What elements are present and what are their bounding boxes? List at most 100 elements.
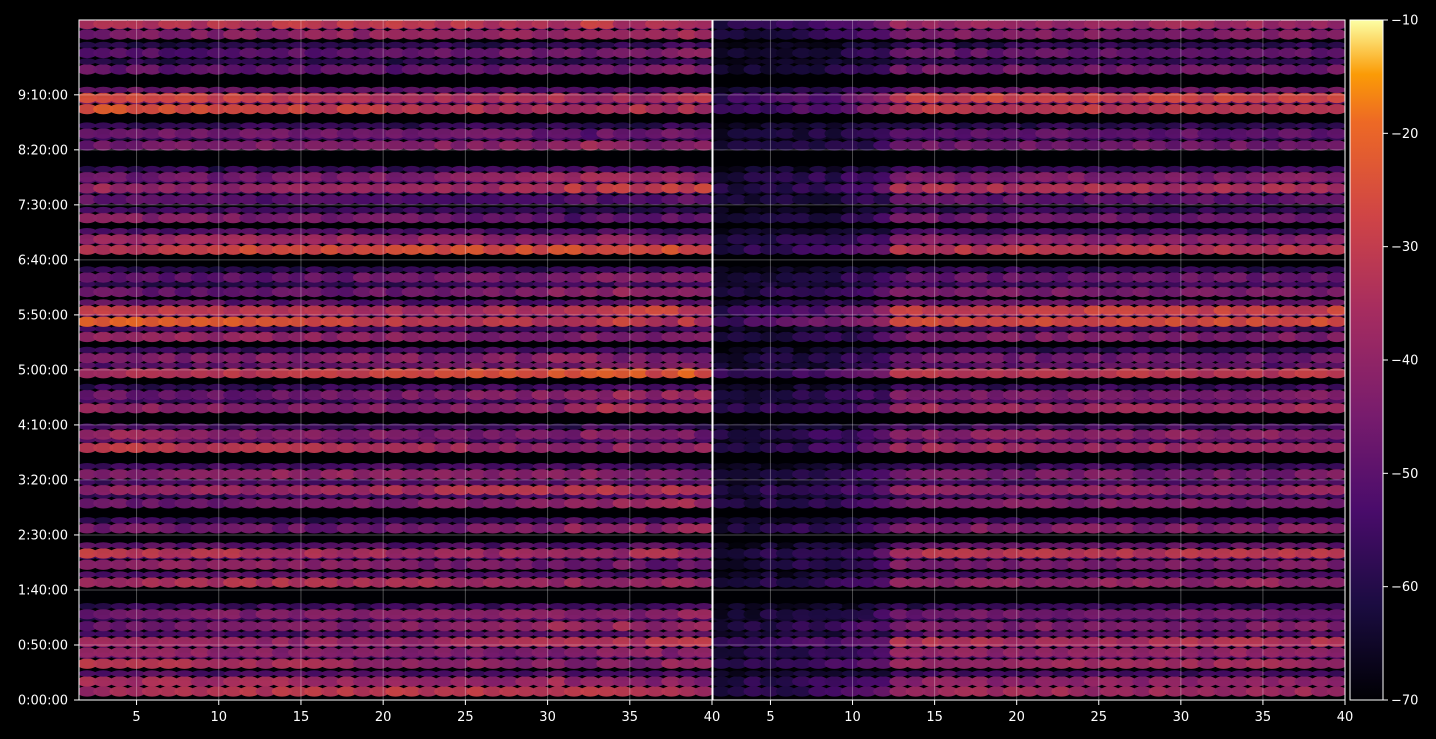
heatmap-cell (1164, 331, 1185, 343)
heatmap-cell (386, 41, 405, 49)
heatmap-cell (499, 272, 520, 283)
heatmap-cell (645, 469, 666, 480)
heatmap-cell (1328, 463, 1345, 470)
heatmap-cell (1311, 603, 1330, 610)
heatmap-cell (906, 517, 925, 524)
heatmap-cell (354, 478, 372, 486)
heatmap-cell (515, 128, 536, 139)
heatmap-cell (548, 478, 567, 486)
heatmap-cell (190, 244, 211, 255)
heatmap-cell (352, 64, 374, 75)
heatmap-cell (158, 286, 179, 298)
heatmap-cell (273, 670, 291, 677)
heatmap-cell (484, 299, 502, 306)
heatmap-cell (190, 128, 211, 139)
heatmap-cell (304, 484, 325, 496)
heatmap-cell (93, 442, 114, 453)
heatmap-cell (223, 442, 244, 453)
heatmap-cell (466, 128, 487, 139)
heatmap-cell (824, 686, 845, 697)
heatmap-cell (581, 13, 599, 19)
heatmap-cell (630, 299, 648, 306)
heatmap-cell (532, 423, 551, 430)
heatmap-cell (1101, 670, 1119, 677)
heatmap-cell (385, 20, 406, 30)
heatmap-cell (158, 498, 179, 509)
heatmap-cell (547, 128, 568, 139)
heatmap-cell (580, 658, 601, 669)
heatmap-cell (467, 86, 486, 94)
heatmap-cell (190, 548, 211, 559)
heatmap-cell (775, 442, 796, 453)
heatmap-cell (563, 609, 585, 620)
heatmap-cell (824, 559, 845, 570)
heatmap-cell (434, 20, 455, 30)
heatmap-cell (970, 389, 991, 401)
heatmap-cell (174, 498, 195, 509)
heatmap-cell (159, 542, 178, 549)
heatmap-cell (759, 658, 780, 669)
heatmap-cell (645, 636, 666, 648)
heatmap-cell (174, 352, 195, 364)
heatmap-cell (255, 272, 276, 283)
heatmap-cell (840, 429, 861, 440)
heatmap-cell (971, 603, 990, 610)
heatmap-cell (1278, 647, 1299, 658)
heatmap-cell (628, 194, 650, 205)
heatmap-cell (905, 331, 926, 343)
heatmap-cell (677, 469, 698, 480)
heatmap-cell (125, 523, 146, 534)
heatmap-cell (841, 630, 860, 638)
heatmap-cell (1020, 517, 1038, 524)
heatmap-cell (1051, 331, 1072, 343)
heatmap-cell (223, 212, 244, 224)
heatmap-cell (482, 498, 503, 509)
heatmap-cell (352, 548, 374, 559)
heatmap-cell (191, 346, 210, 354)
heatmap-cell (515, 647, 536, 658)
heatmap-cell (1116, 352, 1137, 364)
heatmap-cell (1294, 577, 1315, 588)
heatmap-cell (1132, 368, 1153, 379)
heatmap-cell (743, 523, 764, 534)
heatmap-cell (1262, 429, 1283, 440)
heatmap-cell (628, 609, 650, 620)
heatmap-cell (1083, 577, 1104, 588)
heatmap-cell (744, 383, 763, 391)
heatmap-cell (208, 299, 226, 306)
heatmap-cell (94, 362, 113, 369)
heatmap-cell (532, 206, 551, 214)
heatmap-cell (1213, 577, 1234, 588)
heatmap-cell (79, 670, 96, 677)
heatmap-cell (1036, 630, 1055, 638)
heatmap-cell (1230, 325, 1249, 333)
heatmap-cell (955, 362, 974, 369)
heatmap-cell (305, 603, 324, 610)
heatmap-cell (320, 29, 341, 40)
heatmap-cell (889, 620, 910, 632)
heatmap-cell (126, 423, 145, 430)
heatmap-cell (858, 325, 876, 333)
heatmap-cell (305, 630, 324, 638)
heatmap-cell (1083, 331, 1104, 343)
heatmap-cell (713, 577, 732, 588)
heatmap-cell (386, 280, 405, 288)
heatmap-cell (906, 603, 925, 610)
heatmap-cell (905, 676, 926, 687)
heatmap-cell (369, 47, 390, 59)
heatmap-cell (110, 346, 129, 354)
heatmap-cell (467, 463, 486, 470)
heatmap-cell (612, 92, 633, 104)
heatmap-cell (305, 299, 324, 306)
heatmap-cell (109, 272, 130, 283)
heatmap-cell (792, 523, 813, 534)
heatmap-cell (939, 603, 957, 610)
heatmap-cell (1229, 658, 1250, 669)
heatmap-cell (792, 484, 813, 496)
heatmap-cell (1326, 352, 1345, 364)
heatmap-cell (352, 286, 374, 298)
heatmap-cell (484, 542, 502, 549)
heatmap-cell (693, 272, 712, 283)
heatmap-cell (401, 183, 422, 194)
heatmap-cell (1213, 658, 1234, 669)
